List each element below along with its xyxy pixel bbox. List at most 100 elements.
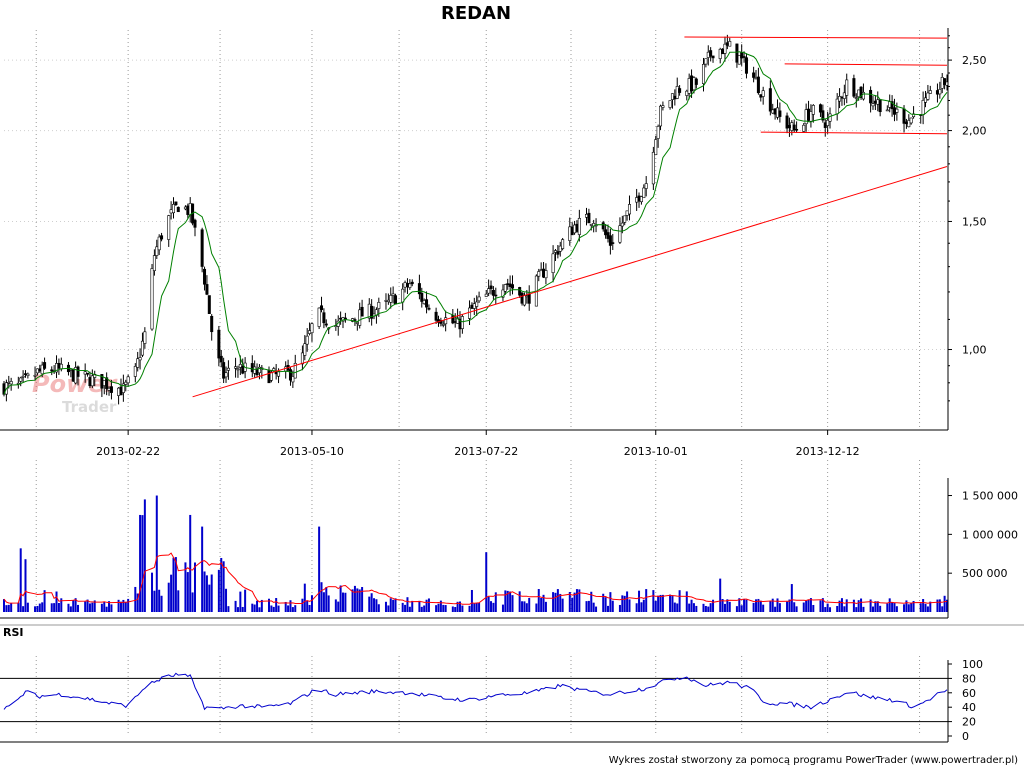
volume-bar [356,588,359,612]
candle-body [637,195,641,202]
candle-body [709,50,713,57]
volume-bar [788,599,791,612]
volume-bar [745,599,748,612]
candle-body [756,76,760,94]
volume-bar [735,606,738,612]
candle [439,317,443,327]
volume-bar [19,548,22,612]
candle-body [518,287,522,296]
candle-body [926,92,930,100]
price-y-tick-label: 2,50 [962,54,987,67]
candle-body [176,206,180,213]
candle [417,274,421,300]
candle [661,101,665,111]
candle [484,289,488,297]
volume-bar [838,600,841,612]
candle-body [143,331,147,344]
candle-body [735,43,739,63]
volume-bar [759,600,762,612]
candle [744,53,748,79]
volume-bar [857,600,860,612]
candle-body [484,293,488,297]
candle-body [370,305,374,319]
candle-body [193,219,197,228]
candle [818,103,822,117]
candle [205,275,209,296]
candle-body [222,362,226,379]
candle-body [386,299,390,303]
candle [460,314,464,334]
candle-body [401,288,405,303]
candle-body [527,293,531,304]
candle-body [823,122,827,128]
volume-bar [251,603,254,612]
candle-body [451,315,455,324]
candle-body [152,255,156,271]
candle [372,306,376,320]
volume-bar [454,607,457,612]
candle [303,335,307,361]
candle [217,325,221,367]
volume-bar [208,584,211,612]
candle-body [293,363,297,379]
candle-body [40,364,44,375]
candle [434,307,438,324]
candle-body [888,101,892,108]
volume-bar [509,591,512,612]
volume-bar [910,603,913,612]
candle [300,345,304,371]
volume-bar [406,597,409,612]
candle [826,111,830,134]
candle-body [577,218,581,235]
candle [668,100,672,110]
candle-body [811,105,815,115]
candle [943,78,947,90]
candle-body [775,107,779,118]
candle-body [117,387,121,396]
candle [890,95,894,117]
candle [16,376,20,389]
candle-body [620,222,624,227]
candle-body [107,387,111,391]
candle-body [852,78,856,97]
candle [508,275,512,296]
volume-bar [621,595,624,612]
candle [422,298,426,305]
volume-bar [626,591,629,612]
candle-body [508,283,512,287]
volume-bar [244,589,247,612]
volume-bar [53,603,56,612]
candle [869,86,873,113]
volume-bar [573,592,576,612]
volume-bar [540,597,543,612]
volume-bar [755,599,758,612]
candle [737,55,741,65]
candle [121,374,125,402]
candle-body [250,363,254,373]
volume-bar [511,595,514,612]
candle [935,83,939,103]
candle [928,85,932,94]
volume-bar [578,589,581,612]
candle [408,279,412,290]
volume-bar [919,603,922,612]
volume-bar [678,590,681,612]
candle-body [627,204,631,215]
volume-bar [93,600,96,612]
volume-bar [587,600,590,612]
volume-bar [389,598,392,612]
candle [888,94,892,113]
trendline [784,63,948,66]
candle-body [892,107,896,115]
volume-bar [743,599,746,612]
candle [711,55,715,63]
price-y-tick-label: 1,00 [962,344,987,357]
volume-bar [876,601,879,612]
candle [520,292,524,306]
candle [742,51,746,63]
volume-bar [127,598,130,612]
volume-bar [435,605,438,612]
candle-body [604,229,608,236]
candle-body [553,250,557,253]
volume-bar [843,606,846,612]
